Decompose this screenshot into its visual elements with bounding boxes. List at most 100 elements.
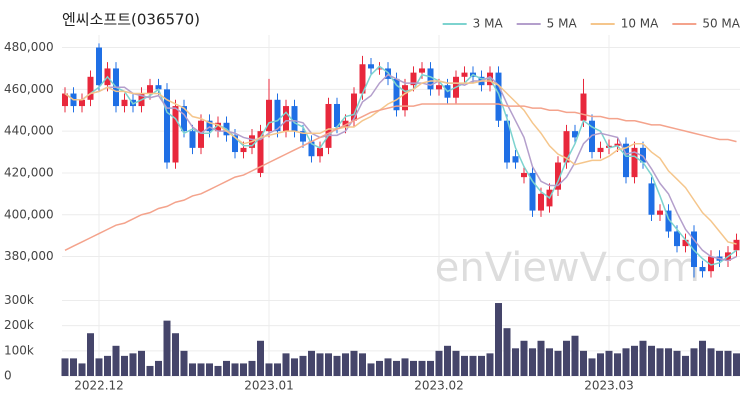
volume-bar (87, 333, 94, 376)
volume-bar (537, 340, 545, 376)
volume-bar (172, 333, 179, 376)
volume-bar (376, 360, 383, 376)
candle-body (62, 93, 68, 107)
volume-bar (503, 328, 511, 376)
volume-bar (486, 353, 494, 376)
volume-bar (112, 345, 120, 376)
candle-body (359, 64, 366, 94)
volume-bar (597, 353, 604, 376)
candle-body (164, 89, 170, 163)
candle-body (665, 210, 672, 232)
y-tick-label: 420,000 (4, 165, 54, 179)
volume-bar (546, 348, 553, 376)
volume-bar (350, 350, 358, 376)
candle-body (657, 210, 663, 215)
volume-bar (197, 363, 205, 376)
volume-bar (299, 355, 307, 376)
candle-body (334, 103, 340, 127)
volume-bar (469, 355, 477, 376)
volume-bar (274, 363, 281, 376)
candle-body (623, 143, 629, 178)
volume-bar (282, 353, 290, 376)
volume-bar (614, 353, 621, 376)
volume-bar (367, 363, 375, 376)
volume-bar (605, 350, 613, 376)
x-tick-label: 2023.03 (584, 379, 634, 393)
volume-bar (223, 360, 230, 376)
watermark: enViewV.com (435, 245, 700, 291)
candle-body (529, 172, 536, 211)
volume-bar (554, 350, 562, 376)
volume-bar (206, 363, 213, 376)
volume-bar (401, 358, 409, 376)
y-tick-label: 400,000 (4, 207, 54, 221)
volume-bar (461, 355, 468, 376)
x-tick-label: 2023.02 (414, 379, 464, 393)
volume-bar (146, 365, 154, 376)
candle-body (555, 162, 561, 190)
volume-bar (529, 348, 536, 376)
ma-line (64, 65, 737, 266)
volume-bar (257, 340, 264, 376)
candle-body (572, 131, 578, 138)
candle-body (699, 267, 706, 272)
volume-bar (580, 350, 587, 376)
volume-bar (707, 348, 715, 376)
volume-bar (393, 360, 400, 376)
candle-body (291, 106, 298, 132)
y-tick-label: 460,000 (4, 82, 54, 96)
candle-body (300, 131, 306, 142)
volume-bar (163, 320, 171, 376)
candle-body (87, 76, 94, 100)
candle-body (206, 120, 213, 132)
candle-body (461, 72, 468, 77)
volume-bar (61, 358, 69, 376)
candle-body (597, 147, 604, 153)
volume-bar (418, 360, 426, 376)
volume-bar (231, 363, 239, 376)
volume-bar (70, 358, 77, 376)
volume-bar (622, 348, 630, 376)
candle-body (96, 47, 102, 86)
ma-line (64, 103, 737, 251)
volume-bar (733, 353, 740, 376)
candle-body (325, 103, 332, 148)
volume-bar (214, 365, 222, 376)
candle-body (393, 78, 400, 111)
candle-body (563, 131, 570, 163)
candle-body (614, 143, 621, 146)
volume-bar (291, 358, 298, 376)
volume-bar (121, 355, 128, 376)
candle-body (580, 93, 587, 121)
volume-bar (495, 303, 502, 376)
candle-body (538, 193, 544, 211)
candle-body (274, 99, 281, 132)
candle-body (266, 99, 272, 132)
candle-body (640, 147, 646, 163)
volume-bar (656, 348, 664, 376)
volume-bar (104, 355, 111, 376)
volume-bar (308, 350, 315, 376)
candle-body (147, 85, 153, 94)
candle-body (631, 147, 638, 178)
candle-body (495, 72, 502, 121)
candle-body (512, 156, 519, 163)
y-tick-label: 440,000 (4, 124, 54, 138)
volume-bar (333, 355, 341, 376)
volume-bar (563, 340, 570, 376)
volume-bar (248, 360, 256, 376)
candle-body (172, 106, 179, 163)
candle-body (419, 68, 425, 73)
volume-bar (444, 345, 451, 376)
volume-bar (427, 360, 434, 376)
volume-bar (180, 350, 188, 376)
candle-body (521, 172, 527, 178)
ma-line (64, 80, 737, 245)
candle-body (232, 135, 238, 153)
volume-bar (189, 363, 196, 376)
volume-bar (435, 350, 443, 376)
x-tick-label: 2023.01 (244, 379, 294, 393)
volume-bar (384, 358, 392, 376)
y-tick-label: 100k (4, 343, 34, 357)
